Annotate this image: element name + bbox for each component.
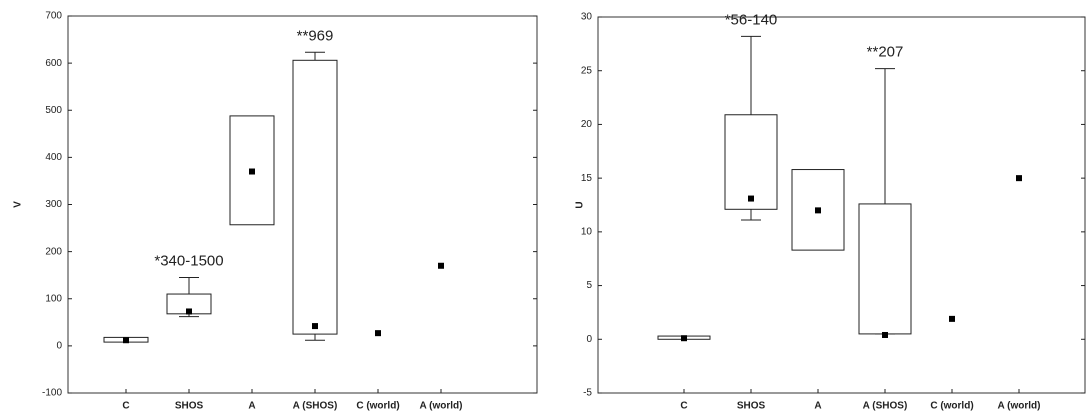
point bbox=[249, 168, 255, 175]
point bbox=[815, 207, 821, 214]
y-tick-label: -5 bbox=[583, 388, 592, 399]
y-tick-label: 25 bbox=[581, 65, 593, 76]
annotation: *56-140 bbox=[725, 11, 778, 28]
x-tick-label: C (world) bbox=[930, 401, 973, 412]
point bbox=[748, 195, 754, 202]
point bbox=[882, 331, 888, 338]
y-tick-label: 600 bbox=[45, 58, 62, 69]
box bbox=[724, 114, 778, 210]
annotation: **969 bbox=[297, 27, 334, 44]
y-axis-label: V bbox=[13, 201, 24, 208]
point bbox=[681, 335, 687, 342]
y-axis-label: U bbox=[575, 201, 586, 208]
y-tick-label: 700 bbox=[45, 11, 62, 22]
point bbox=[186, 308, 192, 315]
x-tick-label: C bbox=[680, 401, 687, 412]
x-tick-label: C bbox=[122, 401, 129, 412]
y-tick-label: 20 bbox=[581, 119, 593, 130]
x-tick-label: A (world) bbox=[420, 401, 463, 412]
y-tick-label: 300 bbox=[45, 199, 62, 210]
point bbox=[123, 337, 129, 344]
y-tick-label: 0 bbox=[56, 341, 62, 352]
x-tick-label: A bbox=[814, 401, 821, 412]
y-tick-label: 400 bbox=[45, 152, 62, 163]
y-tick-label: 100 bbox=[45, 293, 62, 304]
box bbox=[858, 203, 912, 335]
annotation: *340-1500 bbox=[154, 253, 223, 270]
annotation: **207 bbox=[867, 44, 904, 61]
plot-frame bbox=[597, 16, 1086, 394]
x-tick-label: C (world) bbox=[356, 401, 399, 412]
y-tick-label: -100 bbox=[42, 388, 62, 399]
y-tick-label: 5 bbox=[586, 280, 592, 291]
x-tick-label: A (SHOS) bbox=[293, 401, 338, 412]
y-tick-label: 200 bbox=[45, 246, 62, 257]
y-tick-label: 500 bbox=[45, 105, 62, 116]
point bbox=[375, 330, 381, 337]
x-tick-label: SHOS bbox=[175, 401, 204, 412]
x-tick-label: A (world) bbox=[998, 401, 1041, 412]
x-tick-label: A (SHOS) bbox=[863, 401, 908, 412]
y-tick-label: 10 bbox=[581, 226, 593, 237]
y-tick-label: 30 bbox=[581, 12, 593, 23]
point bbox=[949, 315, 955, 322]
y-tick-label: 15 bbox=[581, 173, 593, 184]
y-tick-label: 0 bbox=[586, 334, 592, 345]
box bbox=[292, 59, 338, 335]
x-tick-label: SHOS bbox=[737, 401, 766, 412]
point bbox=[312, 323, 318, 330]
x-tick-label: A bbox=[248, 401, 255, 412]
point bbox=[1016, 175, 1022, 182]
point bbox=[438, 262, 444, 269]
